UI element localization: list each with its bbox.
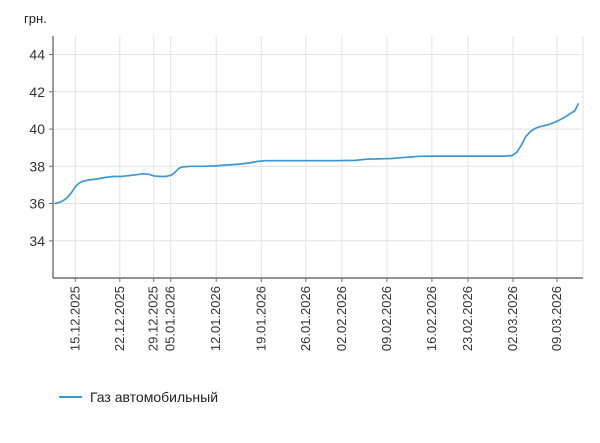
x-tick-label: 09.03.2026 xyxy=(549,286,564,351)
y-tick-label: 44 xyxy=(29,47,45,63)
y-tick-label: 38 xyxy=(29,158,45,174)
x-tick-label: 26.01.2026 xyxy=(298,286,313,351)
x-tick-label: 02.02.2026 xyxy=(334,286,349,351)
y-tick-label: 42 xyxy=(29,84,45,100)
y-tick-label: 34 xyxy=(29,233,45,249)
x-tick-label: 15.12.2025 xyxy=(67,286,82,351)
y-axis-unit-label: грн. xyxy=(24,11,47,26)
x-tick-label: 23.02.2026 xyxy=(460,286,475,351)
legend: Газ автомобильный xyxy=(59,389,218,405)
line-chart: 34 36 38 40 42 44 15.12.2025 22.12.2025 29.12.20… xyxy=(29,36,584,351)
x-tick-label: 02.03.2026 xyxy=(505,286,520,351)
x-tick-label: 05.01.2026 xyxy=(163,286,178,351)
x-tick-label: 16.02.2026 xyxy=(424,286,439,351)
x-tick-label: 09.02.2026 xyxy=(379,286,394,351)
x-tick-label: 22.12.2025 xyxy=(112,286,127,351)
x-tick-label: 29.12.2025 xyxy=(146,286,161,351)
y-tick-label: 36 xyxy=(29,196,45,212)
legend-line-swatch xyxy=(59,396,82,398)
y-tick-label: 40 xyxy=(29,121,45,137)
price-line xyxy=(54,103,580,205)
x-tick-label: 12.01.2026 xyxy=(208,286,223,351)
x-tick-label: 19.01.2026 xyxy=(253,286,268,351)
legend-series-label: Газ автомобильный xyxy=(90,389,219,405)
